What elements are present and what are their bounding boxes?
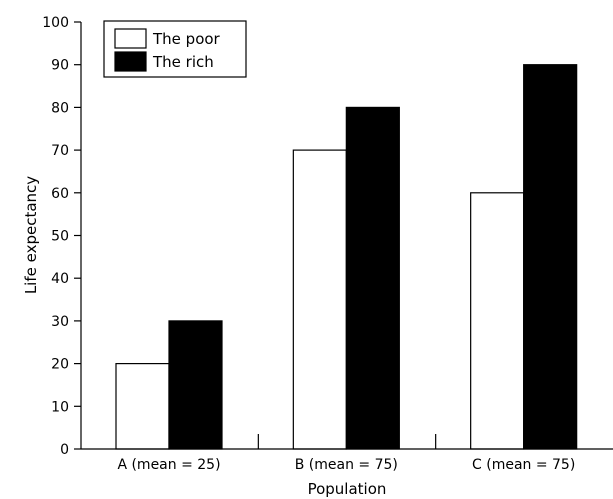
bar-poor-2	[470, 192, 525, 450]
x-tick-label-0: A (mean = 25)	[117, 457, 220, 473]
y-tick-label-7: 70	[51, 143, 69, 159]
y-tick-label-6: 60	[51, 186, 69, 202]
legend-label-poor: The poor	[152, 30, 221, 48]
y-tick-label-3: 30	[51, 314, 69, 330]
y-tick-label-2: 20	[51, 357, 69, 373]
bar-rich-2	[523, 64, 578, 450]
bar-poor-1	[292, 149, 347, 450]
bars-layer	[115, 64, 578, 450]
x-tick-label-2: C (mean = 75)	[472, 457, 575, 473]
y-tick-label-10: 100	[42, 15, 69, 31]
legend-swatch-rich	[114, 51, 147, 72]
legend-label-rich: The rich	[152, 53, 214, 71]
legend: The poor The rich	[103, 20, 247, 78]
legend-swatch-poor	[114, 28, 147, 49]
ticks-layer: 0 10 20 30 40 50 60 70 80 90 100 A (mean = 25) B (me…	[42, 15, 575, 473]
bar-rich-0	[168, 320, 223, 450]
x-tick-label-1: B (mean = 75)	[295, 457, 398, 473]
y-tick-label-4: 40	[51, 271, 69, 287]
y-tick-label-5: 50	[51, 229, 69, 245]
y-tick-label-0: 0	[60, 442, 69, 458]
y-tick-label-8: 80	[51, 100, 69, 116]
y-tick-label-1: 10	[51, 399, 69, 415]
y-tick-label-9: 90	[51, 58, 69, 74]
bar-poor-0	[115, 363, 170, 450]
x-axis-title: Population	[308, 480, 387, 498]
bar-rich-1	[345, 106, 400, 450]
y-axis-title: Life expectancy	[22, 176, 40, 294]
